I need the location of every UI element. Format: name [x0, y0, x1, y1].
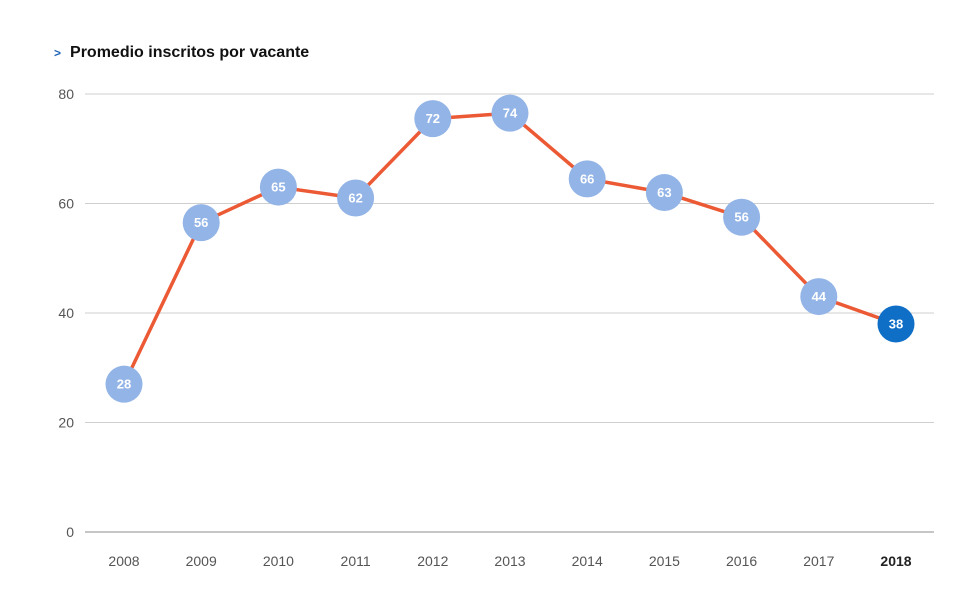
data-point-marker	[491, 94, 529, 132]
data-point-label: 72	[426, 111, 440, 126]
data-point-label: 66	[580, 171, 594, 186]
x-tick-label: 2010	[263, 553, 294, 569]
data-point-marker	[877, 305, 915, 343]
data-point-marker	[105, 365, 143, 403]
y-axis-ticks: 0 20 40 60 80	[58, 86, 74, 540]
x-tick-label: 2016	[726, 553, 757, 569]
x-tick-label: 2011	[341, 553, 371, 569]
chart-title-row: > Promedio inscritos por vacante	[54, 44, 309, 62]
x-tick-label: 2017	[803, 553, 834, 569]
y-tick-label: 20	[58, 415, 74, 431]
data-point-label: 56	[734, 210, 748, 225]
data-point-marker	[182, 204, 220, 242]
data-point-label: 56	[194, 215, 208, 230]
y-tick-label: 80	[58, 86, 74, 102]
data-point-marker	[259, 168, 297, 206]
data-point-marker	[568, 160, 606, 198]
data-point-label: 63	[657, 185, 671, 200]
series-line-layer	[122, 111, 897, 385]
x-tick-label: 2018	[880, 553, 911, 569]
data-point-label: 38	[889, 316, 903, 331]
data-point-marker	[645, 174, 683, 212]
data-point-label: 62	[348, 191, 362, 206]
y-tick-label: 0	[66, 524, 74, 540]
data-points-layer: 28 56 65 62 72 74 66 63 56 44 38	[105, 94, 915, 403]
data-point-marker	[723, 198, 761, 236]
x-tick-label: 2014	[572, 553, 603, 569]
data-point-label: 44	[812, 289, 827, 304]
data-point-marker	[800, 278, 838, 316]
chart-title: Promedio inscritos por vacante	[70, 44, 310, 61]
data-point-label: 74	[503, 106, 518, 121]
series-line	[122, 111, 897, 385]
x-tick-label: 2008	[108, 553, 139, 569]
x-tick-label: 2013	[494, 553, 525, 569]
chevron-right-icon: >	[54, 46, 62, 60]
x-tick-label: 2015	[649, 553, 680, 569]
data-point-marker	[337, 179, 375, 217]
x-axis-ticks: 2008 2009 2010 2011 2012 2013 2014 2015 2016 2017…	[108, 553, 911, 569]
x-tick-label: 2009	[186, 553, 217, 569]
x-tick-label: 2012	[417, 553, 448, 569]
data-point-label: 65	[271, 180, 285, 195]
grid-layer	[85, 93, 934, 533]
data-point-marker	[414, 100, 452, 138]
data-point-label: 28	[117, 377, 131, 392]
y-tick-label: 60	[58, 196, 74, 212]
y-tick-label: 40	[58, 305, 74, 321]
